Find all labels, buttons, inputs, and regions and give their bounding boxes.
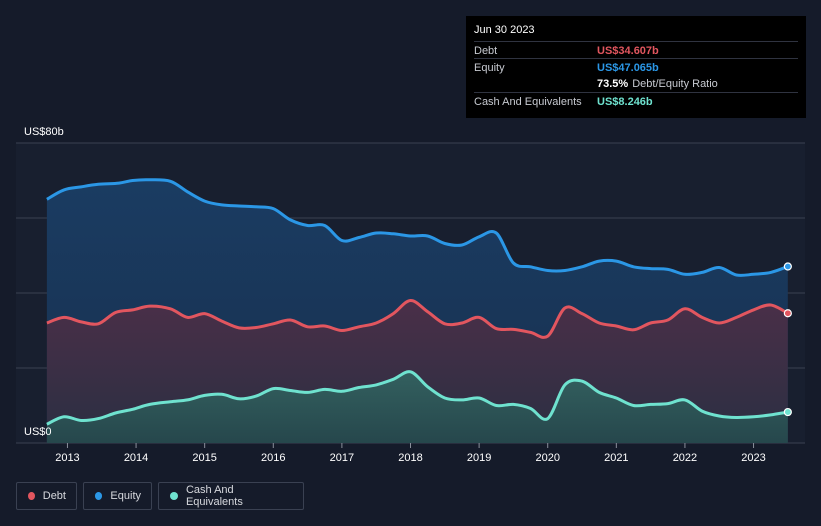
x-tick-label: 2020 bbox=[535, 452, 559, 464]
tooltip-equity-label: Equity bbox=[474, 62, 505, 74]
equity-dot-icon bbox=[95, 492, 103, 500]
tooltip-row-equity: Equity US$47.065b bbox=[474, 58, 798, 75]
tooltip-debt-label: Debt bbox=[474, 45, 498, 57]
debt-line bbox=[46, 299, 789, 339]
tooltip-ratio: 73.5% Debt/Equity Ratio bbox=[597, 78, 718, 90]
tooltip-equity-value: US$47.065b bbox=[597, 62, 659, 74]
tooltip-row-cash: Cash And Equivalents US$8.246b bbox=[474, 92, 798, 109]
legend-item-debt[interactable]: Debt bbox=[16, 482, 77, 510]
legend-cash-label: Cash And Equivalents bbox=[185, 484, 243, 508]
tooltip-row-debt: Debt US$34.607b bbox=[474, 41, 798, 58]
tooltip-date: Jun 30 2023 bbox=[474, 24, 535, 36]
y-axis-zero-label: US$0 bbox=[24, 426, 52, 438]
cash-line bbox=[46, 370, 789, 426]
legend-item-equity[interactable]: Equity bbox=[83, 482, 152, 510]
legend-item-cash[interactable]: Cash And Equivalents bbox=[158, 482, 304, 510]
cash-dot-icon bbox=[170, 492, 178, 500]
x-tick-label: 2022 bbox=[673, 452, 697, 464]
legend-debt-label: Debt bbox=[42, 490, 66, 502]
debt-end-marker bbox=[783, 309, 792, 318]
x-tick-label: 2019 bbox=[467, 452, 491, 464]
x-tick-label: 2016 bbox=[261, 452, 285, 464]
x-tick-label: 2015 bbox=[192, 452, 216, 464]
y-axis-top-label: US$80b bbox=[24, 126, 64, 138]
x-tick-label: 2021 bbox=[604, 452, 628, 464]
tooltip-cash-label: Cash And Equivalents bbox=[474, 96, 582, 108]
tooltip-debt-value: US$34.607b bbox=[597, 45, 659, 57]
tooltip-ratio-value: 73.5% bbox=[597, 78, 629, 90]
tooltip-ratio-label: Debt/Equity Ratio bbox=[632, 78, 718, 90]
tooltip-cash-value: US$8.246b bbox=[597, 96, 653, 108]
cash-area bbox=[46, 371, 788, 443]
equity-line bbox=[46, 178, 789, 277]
cash-end-marker bbox=[783, 407, 792, 417]
x-tick-label: 2017 bbox=[330, 452, 354, 464]
debt-dot-icon bbox=[28, 492, 35, 500]
legend-equity-label: Equity bbox=[110, 490, 141, 502]
x-tick-label: 2018 bbox=[398, 452, 422, 464]
tooltip-row-ratio: 73.5% Debt/Equity Ratio bbox=[474, 75, 798, 91]
x-tick-label: 2014 bbox=[124, 452, 148, 464]
tooltip-panel: Jun 30 2023 Debt US$34.607b Equity US$47… bbox=[466, 16, 806, 118]
x-tick-label: 2013 bbox=[55, 452, 79, 464]
x-tick-label: 2023 bbox=[741, 452, 765, 464]
equity-end-marker bbox=[783, 262, 792, 271]
